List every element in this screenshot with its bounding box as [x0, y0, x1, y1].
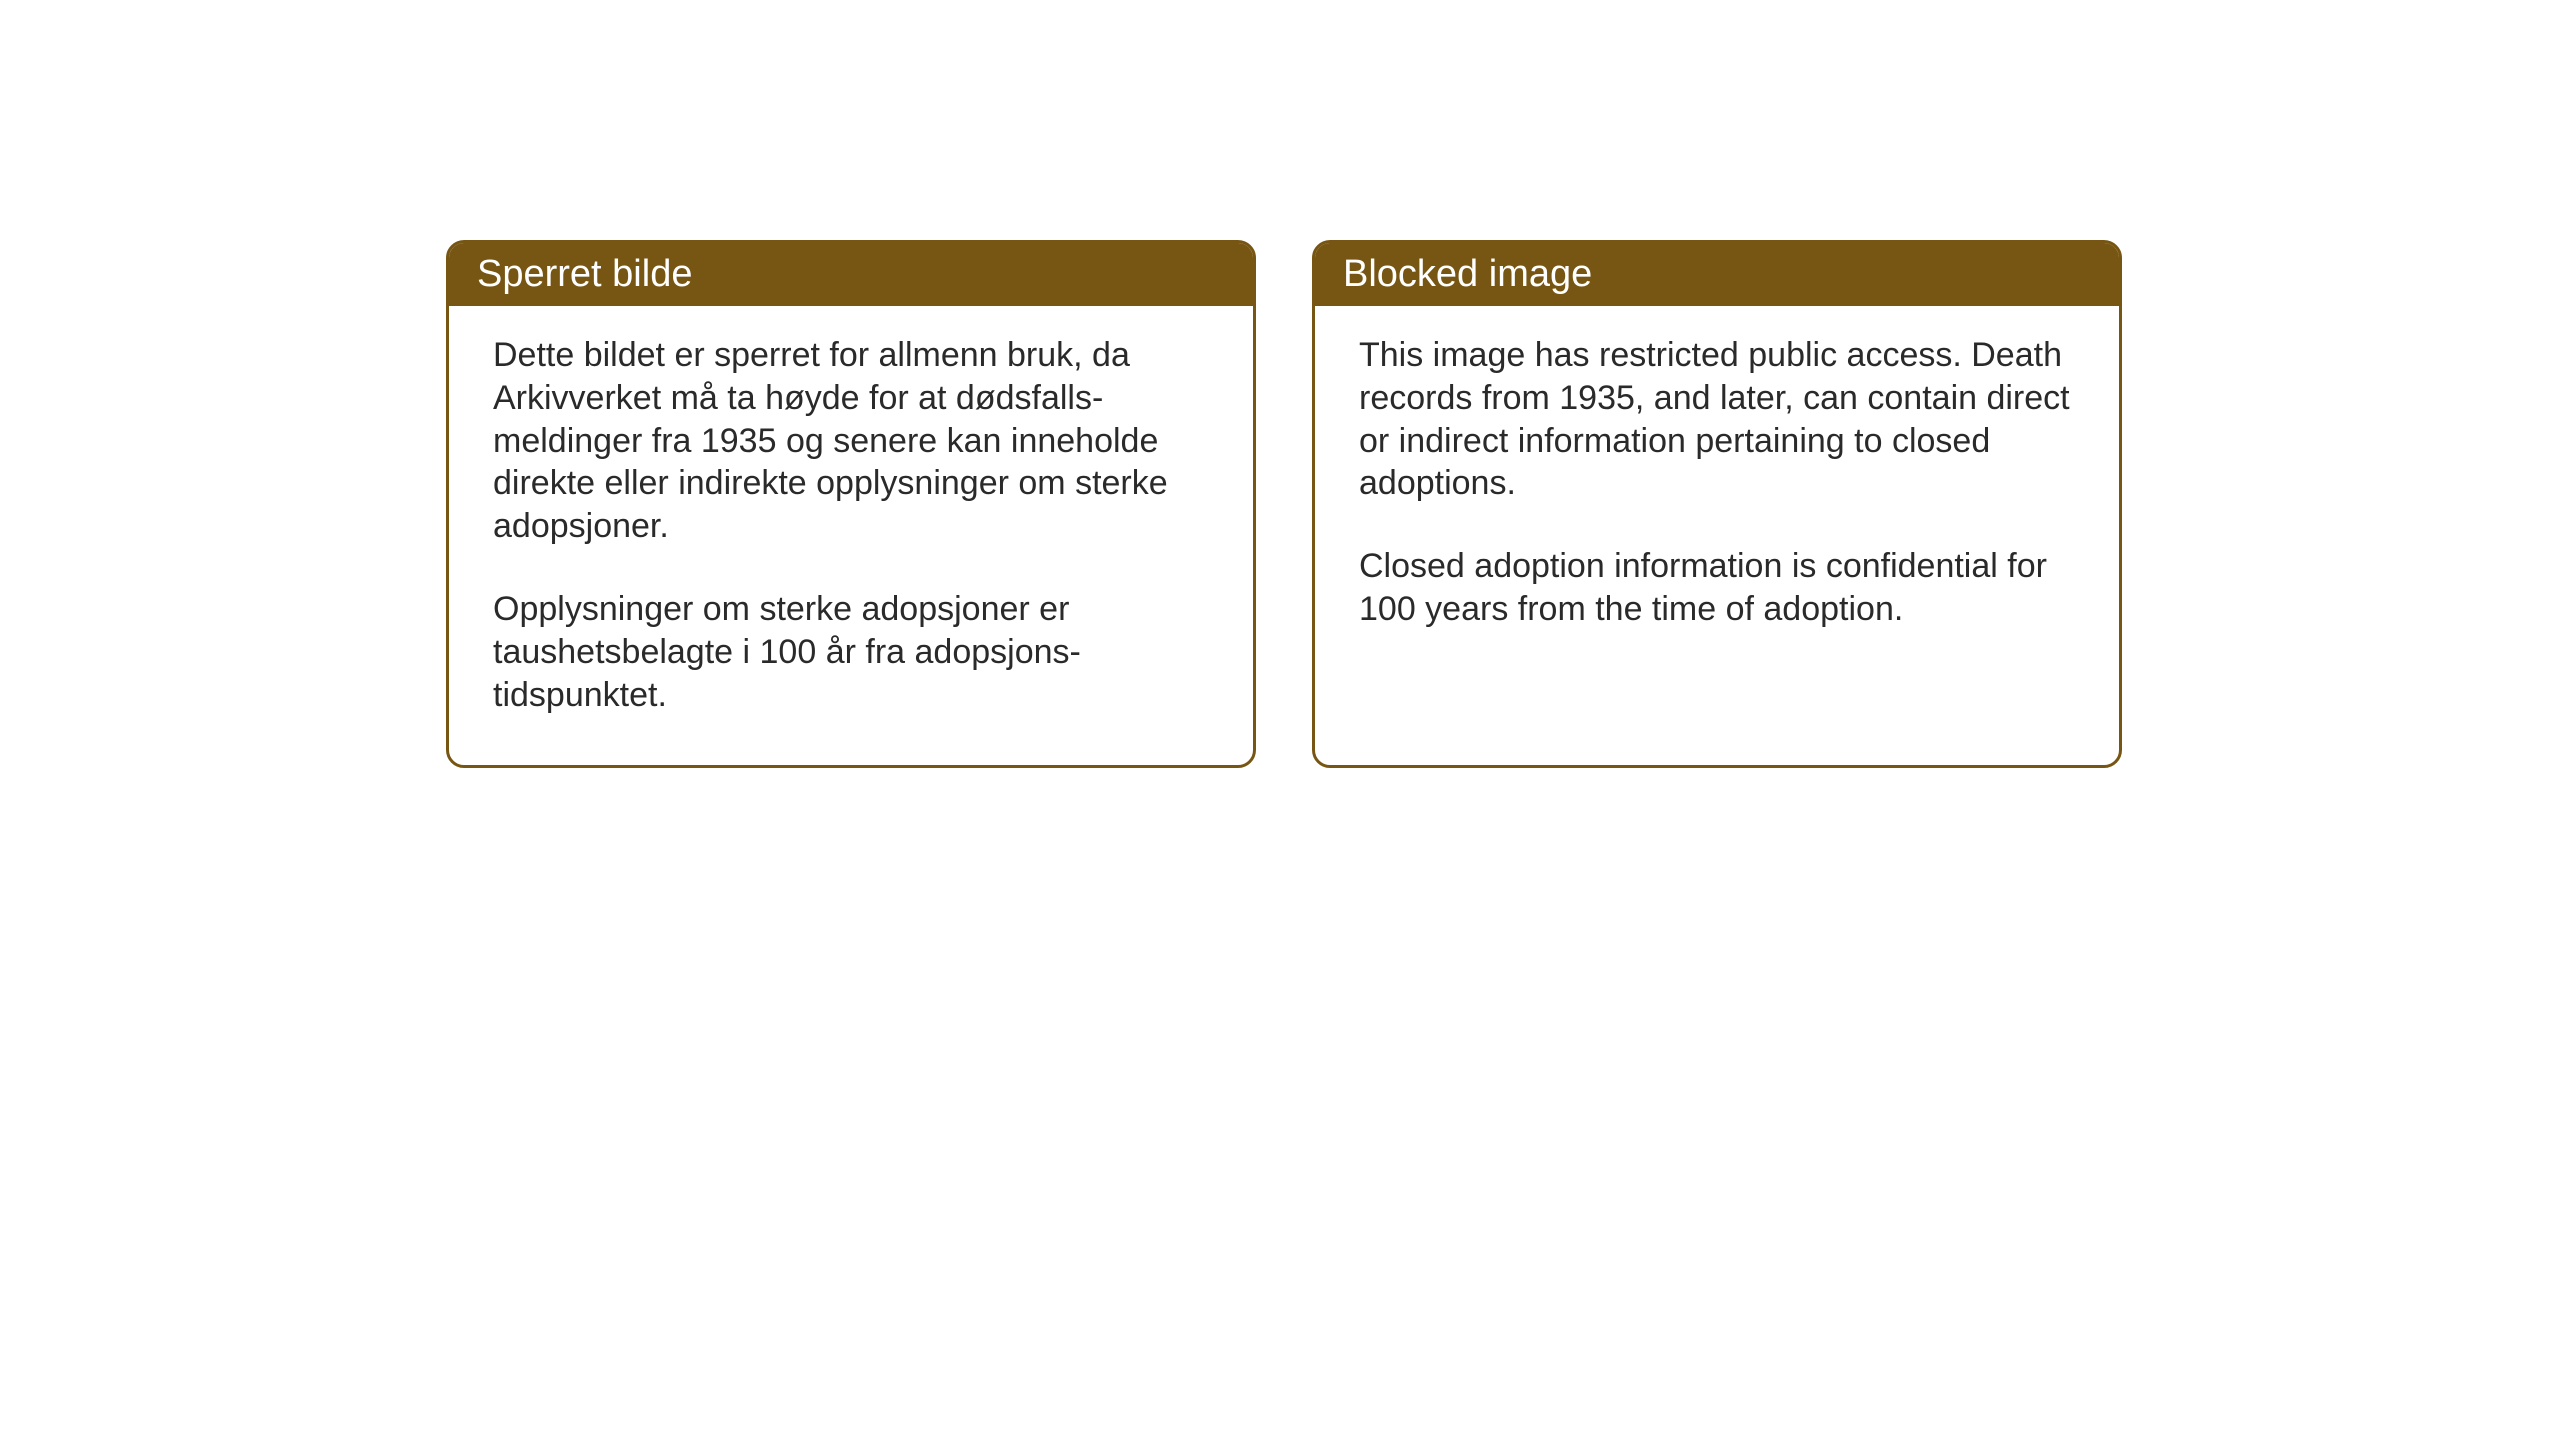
notice-card-norwegian: Sperret bilde Dette bildet er sperret fo…: [446, 240, 1256, 768]
card-body-english: This image has restricted public access.…: [1315, 306, 2119, 727]
card-title-english: Blocked image: [1343, 253, 1592, 295]
paragraph-1-english: This image has restricted public access.…: [1359, 334, 2075, 505]
card-header-norwegian: Sperret bilde: [449, 243, 1253, 306]
card-body-norwegian: Dette bildet er sperret for allmenn bruk…: [449, 306, 1253, 765]
notice-card-english: Blocked image This image has restricted …: [1312, 240, 2122, 768]
paragraph-2-norwegian: Opplysninger om sterke adopsjoner er tau…: [493, 588, 1209, 716]
notice-container: Sperret bilde Dette bildet er sperret fo…: [446, 240, 2122, 768]
paragraph-1-norwegian: Dette bildet er sperret for allmenn bruk…: [493, 334, 1209, 548]
paragraph-2-english: Closed adoption information is confident…: [1359, 545, 2075, 631]
card-header-english: Blocked image: [1315, 243, 2119, 306]
card-title-norwegian: Sperret bilde: [477, 253, 692, 295]
